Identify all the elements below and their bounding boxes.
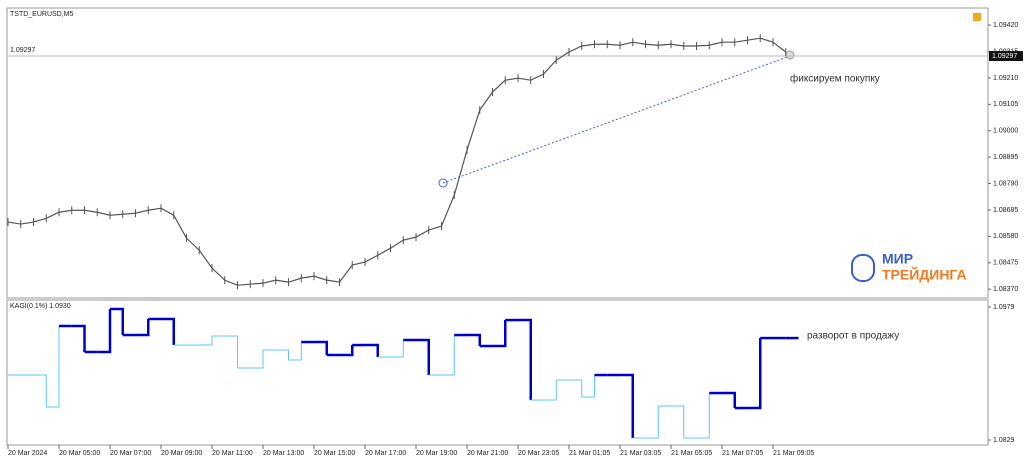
x-tick-label: 20 Mar 13:00 (263, 450, 304, 457)
kagi-segment (416, 338, 430, 376)
chart-title: TSTD_EURUSD,M5 (10, 11, 74, 18)
annotation: разворот в продажу (807, 331, 899, 342)
kagi-segment (671, 405, 685, 438)
kagi-segment (543, 379, 557, 401)
x-tick-label: 21 Mar 05:05 (671, 450, 712, 457)
kagi-segment (314, 340, 328, 355)
kagi-segment (33, 374, 47, 408)
y-tick-label: 1.08580 (993, 233, 1018, 240)
x-tick-label: 20 Mar 17:00 (365, 450, 406, 457)
y-tick-label: 1.08685 (993, 207, 1018, 214)
x-tick-label: 20 Mar 07:00 (110, 450, 151, 457)
kagi-segment (71, 324, 86, 352)
x-tick-label: 20 Mar 21:00 (467, 450, 508, 457)
logo-text: МИР (882, 251, 913, 267)
x-tick-label: 20 Mar 09:00 (161, 450, 202, 457)
y-tick-label: 1.09420 (993, 22, 1018, 29)
x-tick-label: 21 Mar 03:05 (620, 450, 661, 457)
price-line (7, 37, 787, 286)
kagi-segment (339, 345, 354, 357)
y-tick-label: 1.09105 (993, 101, 1018, 108)
kagi-segment (161, 317, 175, 346)
indicator-title: KAGI(0.1%) 1.0930 (10, 303, 71, 310)
y-tick-label: 1.09000 (993, 128, 1018, 135)
x-tick-label: 20 Mar 2024 (8, 450, 47, 457)
kagi-segment (645, 405, 659, 439)
main-panel (6, 7, 989, 299)
x-tick-label: 20 Mar 19:00 (416, 450, 457, 457)
kagi-segment (97, 309, 112, 354)
kagi-segment (492, 320, 507, 348)
kagi-segment (620, 373, 634, 438)
kagi-segment (135, 318, 150, 337)
kagi-segment (199, 336, 213, 346)
x-tick-label: 20 Mar 23:05 (518, 450, 559, 457)
kagi-segment (365, 343, 379, 358)
kagi-segment (275, 349, 289, 361)
kagi-segment (46, 325, 60, 408)
exit-marker (785, 50, 795, 60)
kagi-segment (250, 350, 264, 369)
kagi-segment (390, 339, 404, 358)
kagi-segment (110, 307, 124, 336)
kagi-panel (6, 299, 989, 446)
logo-icon (851, 254, 875, 282)
kagi-segment (722, 391, 736, 409)
current-price-box (989, 51, 1023, 62)
y-tick-label: 1.0979 (993, 304, 1015, 311)
y-tick-label: 1.0829 (993, 437, 1015, 444)
kagi-segment (581, 375, 595, 398)
kagi-segment (224, 335, 238, 369)
y-tick-label: 1.08790 (993, 180, 1018, 187)
annotation: фиксируем покупку (790, 73, 880, 85)
y-tick-label: 1.08475 (993, 260, 1018, 267)
x-tick-label: 20 Mar 11:00 (212, 450, 253, 457)
kagi-segment (288, 342, 302, 361)
current-price-label: 1.09297 (992, 53, 1017, 60)
x-tick-label: 20 Mar 15:00 (314, 450, 355, 457)
trade-button[interactable] (973, 13, 981, 21)
logo: МИР ТРЕЙДИНГА (851, 251, 967, 283)
kagi-segment (441, 335, 455, 376)
y-tick-label: 1.08895 (993, 154, 1018, 161)
y-tick-label: 1.09210 (993, 75, 1018, 82)
x-tick-label: 20 Mar 05:00 (59, 450, 100, 457)
x-tick-label: 21 Mar 07:05 (722, 450, 763, 457)
y-tick-label: 1.08370 (993, 286, 1018, 293)
current-price-label: 1.09297 (10, 47, 35, 54)
entry-marker (438, 178, 448, 188)
kagi-segment (747, 338, 762, 410)
kagi-segment (518, 318, 532, 401)
kagi-segment (696, 393, 710, 439)
trade-line (442, 55, 791, 184)
logo-text: ТРЕЙДИНГА (882, 266, 967, 283)
x-tick-label: 21 Mar 09:05 (773, 450, 814, 457)
kagi-segment (467, 333, 481, 347)
kagi-segment (569, 379, 583, 398)
x-tick-label: 21 Mar 01:05 (569, 450, 610, 457)
